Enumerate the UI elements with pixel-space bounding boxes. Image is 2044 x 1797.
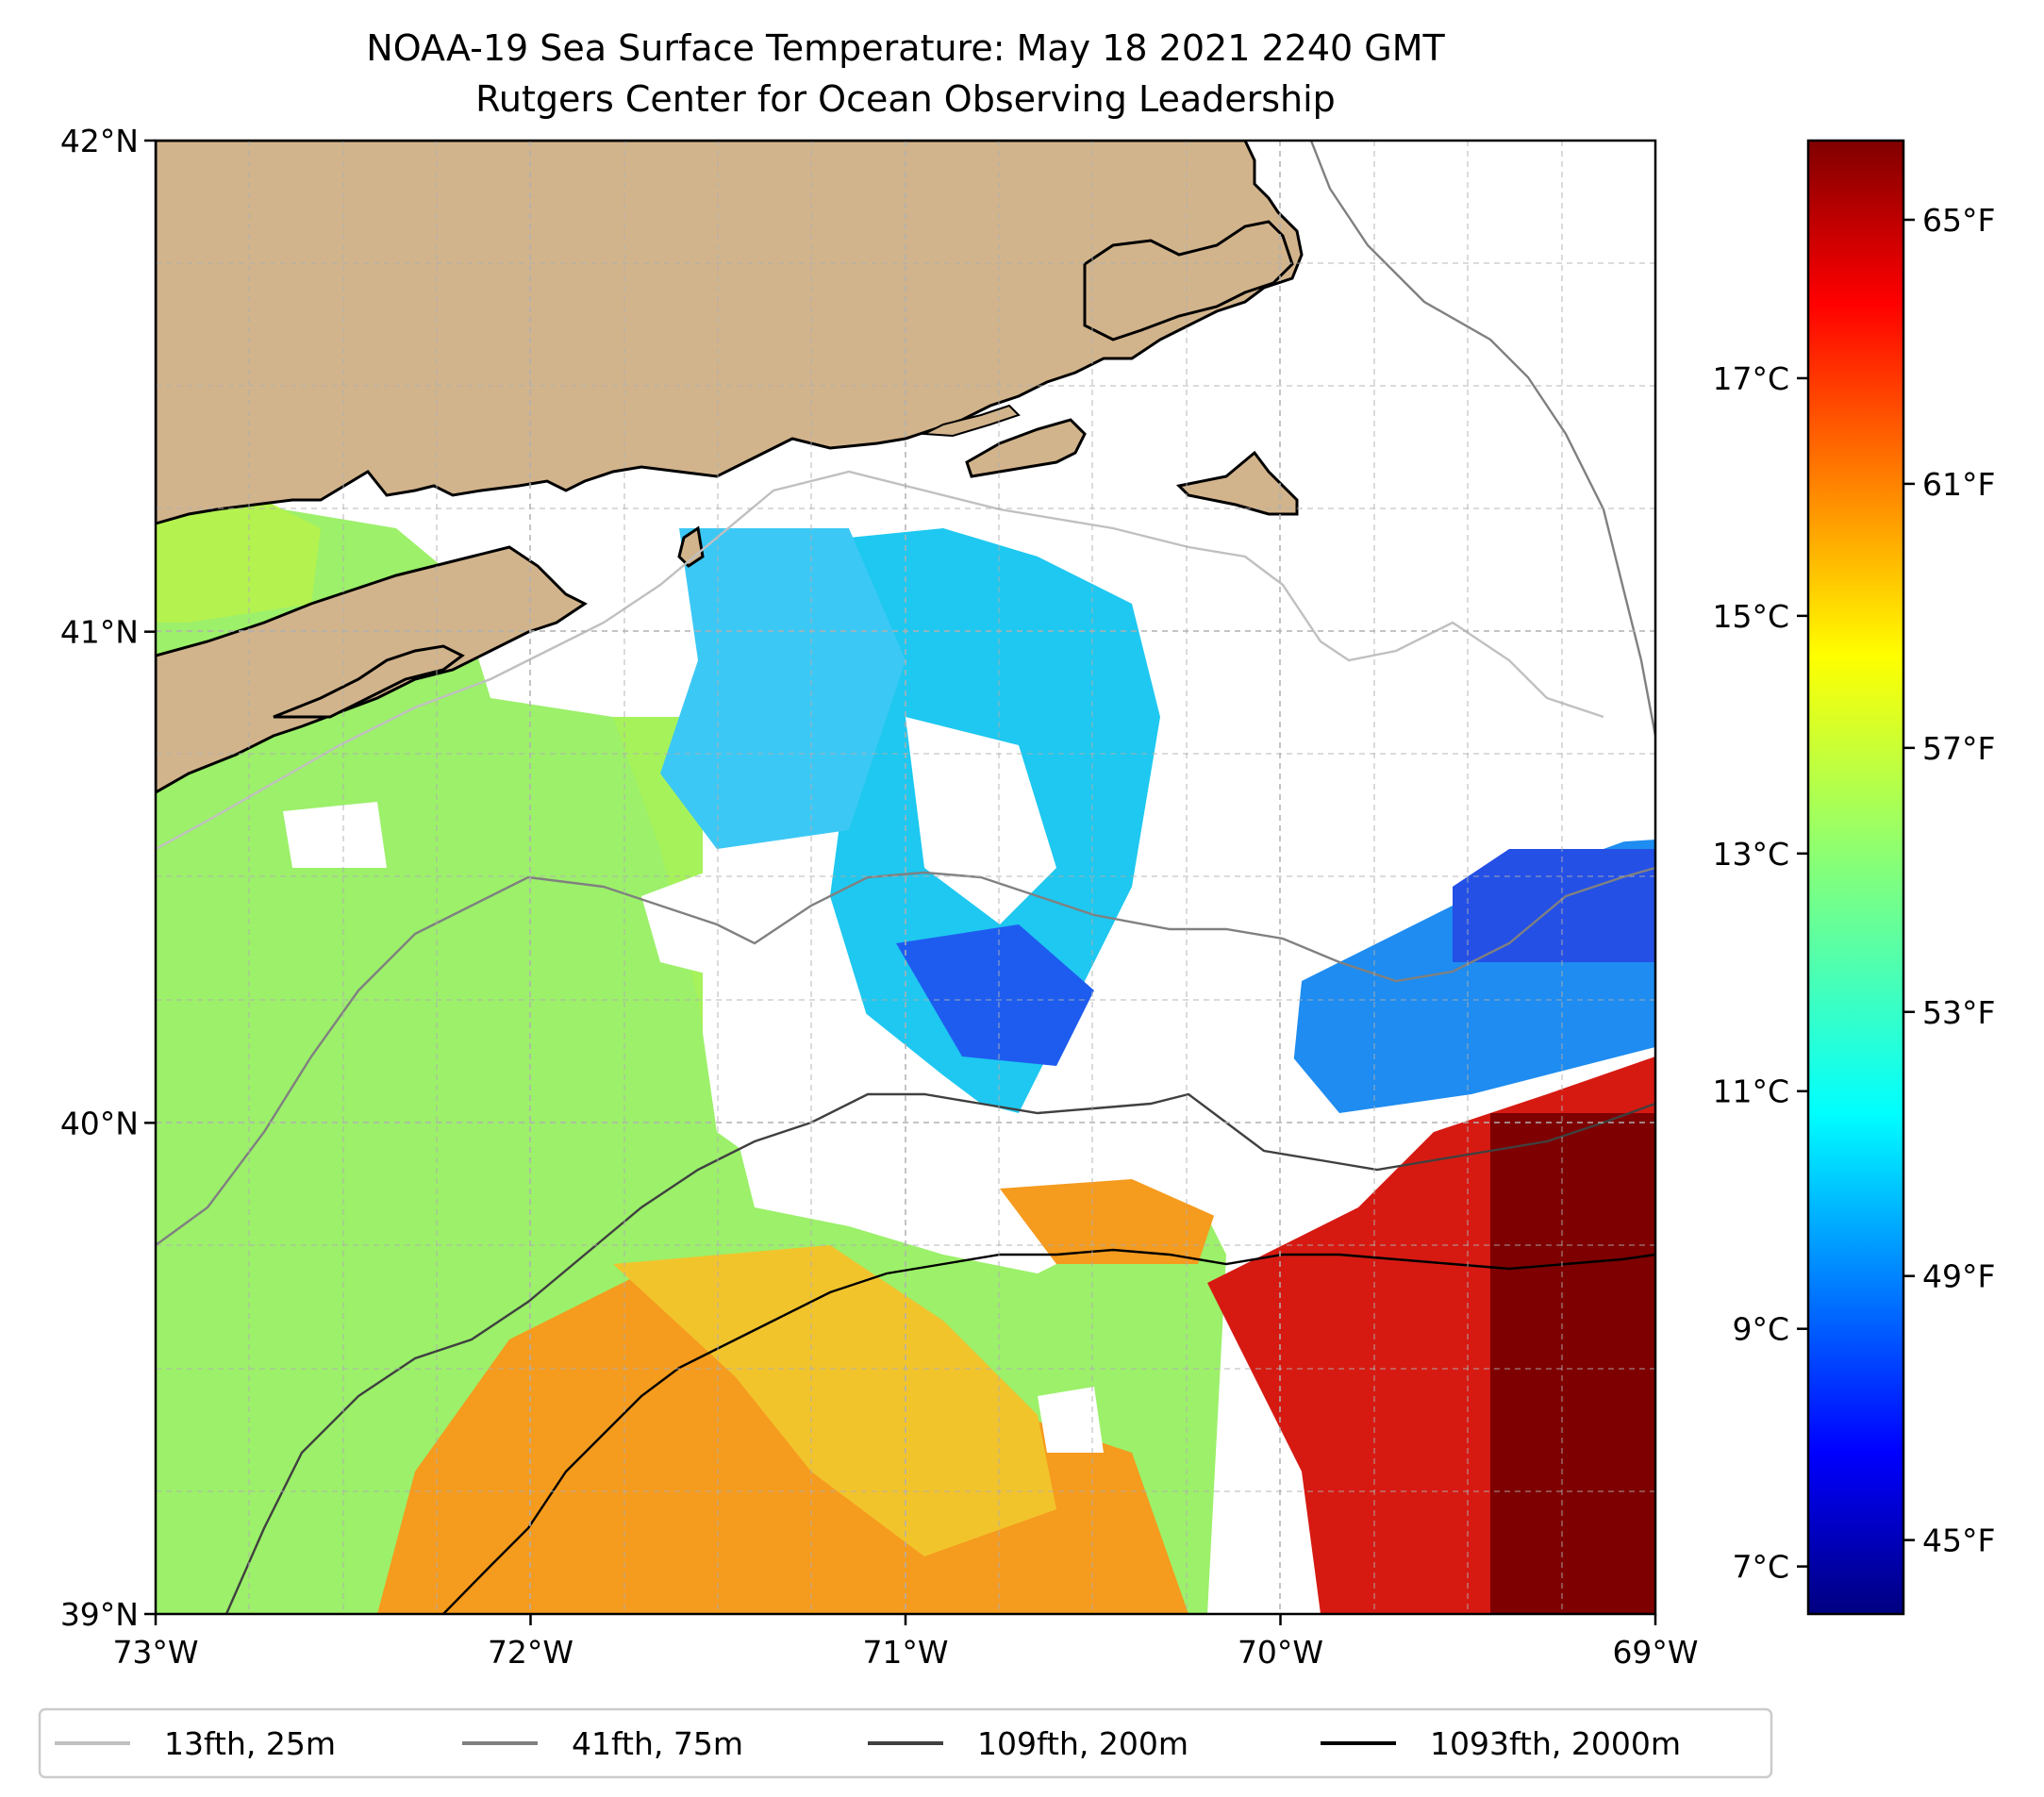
x-tick-label: 73°W	[112, 1634, 198, 1671]
land-long-island-south-fork	[273, 644, 465, 719]
celsius-tick-label: 11°C	[1712, 1073, 1789, 1110]
x-axis: 73°W 72°W 71°W 70°W 69°W	[112, 1614, 1699, 1671]
legend-label: 41fth, 75m	[572, 1725, 743, 1762]
fahrenheit-tick-label: 57°F	[1922, 730, 1995, 767]
legend: 13fth, 25m 41fth, 75m 109fth, 200m 1093fth,…	[38, 1707, 1773, 1779]
fahrenheit-tick-label: 49°F	[1922, 1258, 1995, 1295]
cloud-mask-south	[736, 1000, 1019, 1226]
sst-field	[156, 491, 1655, 1614]
bathymetry-contours	[156, 141, 1655, 1614]
sst-patch-warm-filament	[1000, 1179, 1217, 1264]
title-line-2: Rutgers Center for Ocean Observing Leade…	[475, 78, 1336, 120]
fahrenheit-tick-label: 45°F	[1922, 1522, 1995, 1559]
legend-entry: 1093fth, 2000m	[1321, 1725, 1681, 1762]
y-tick-label: 41°N	[60, 614, 139, 651]
contour-41fth-75m-north	[1309, 141, 1655, 737]
sst-patch-cold-north	[660, 528, 906, 849]
gridlines	[156, 141, 1655, 1614]
land	[156, 141, 1304, 794]
celsius-tick-label: 9°C	[1732, 1311, 1789, 1348]
legend-label: 1093fth, 2000m	[1430, 1725, 1681, 1762]
land-elizabeth-islands	[921, 404, 1021, 438]
fahrenheit-tick-label: 53°F	[1922, 994, 1995, 1031]
land-mainland	[156, 141, 1304, 525]
x-tick-label: 70°W	[1238, 1634, 1323, 1671]
map-panel: 73°W 72°W 71°W 70°W 69°W 39°N 40°N 41°N 42°N	[60, 123, 1699, 1671]
cloud-mask-small-2	[283, 802, 387, 868]
legend-label: 109fth, 200m	[977, 1725, 1188, 1762]
celsius-tick-label: 17°C	[1712, 360, 1789, 397]
legend-entry: 41fth, 75m	[462, 1725, 743, 1762]
y-tick-label: 39°N	[60, 1596, 139, 1633]
contour-1093fth-2000m	[442, 1248, 1655, 1614]
fahrenheit-tick-label: 61°F	[1922, 466, 1995, 503]
y-tick-label: 42°N	[60, 123, 139, 159]
land-cape-cod	[1083, 220, 1294, 341]
legend-label: 13fth, 25m	[164, 1725, 336, 1762]
land-block-island	[677, 525, 705, 568]
colorbar: 7°C 9°C 11°C 13°C 15°C 17°C 45°F 49°F 53°F 57°F 6…	[1712, 139, 1995, 1616]
cloud-mask-center	[906, 717, 1056, 924]
contour-13fth-25m	[156, 470, 1604, 851]
x-tick-label: 69°W	[1612, 1634, 1698, 1671]
y-tick-label: 40°N	[60, 1105, 139, 1141]
fahrenheit-tick-label: 65°F	[1922, 202, 1995, 239]
contour-109fth-200m	[224, 1092, 1655, 1614]
sst-patch-warm-core	[613, 1245, 1056, 1556]
sst-patch-nearshore-nw	[156, 500, 321, 623]
contour-41fth-75m	[156, 866, 1655, 1246]
colorbar-fahrenheit-axis: 45°F 49°F 53°F 57°F 61°F 65°F	[1903, 202, 1995, 1559]
celsius-tick-label: 13°C	[1712, 836, 1789, 873]
land-nantucket	[1175, 450, 1299, 516]
sst-patch-cold-pool	[896, 924, 1094, 1066]
colorbar-gradient	[1806, 139, 1905, 1616]
cloud-mask-small	[1038, 1387, 1104, 1453]
y-axis: 39°N 40°N 41°N 42°N	[60, 123, 156, 1633]
x-tick-label: 72°W	[488, 1634, 573, 1671]
legend-entry: 13fth, 25m	[55, 1725, 336, 1762]
celsius-tick-label: 15°C	[1712, 598, 1789, 635]
sst-patch-gulfstream-core	[1490, 1113, 1655, 1614]
celsius-tick-label: 7°C	[1732, 1549, 1789, 1586]
land-marthas-vineyard	[965, 418, 1087, 478]
title-line-1: NOAA-19 Sea Surface Temperature: May 18 …	[366, 27, 1445, 69]
cloud-mask-east	[1094, 491, 1655, 1217]
legend-entry: 109fth, 200m	[868, 1725, 1188, 1762]
cloud-mask-west	[641, 868, 773, 981]
colorbar-celsius-axis: 7°C 9°C 11°C 13°C 15°C 17°C	[1712, 360, 1808, 1586]
x-tick-label: 71°W	[862, 1634, 948, 1671]
